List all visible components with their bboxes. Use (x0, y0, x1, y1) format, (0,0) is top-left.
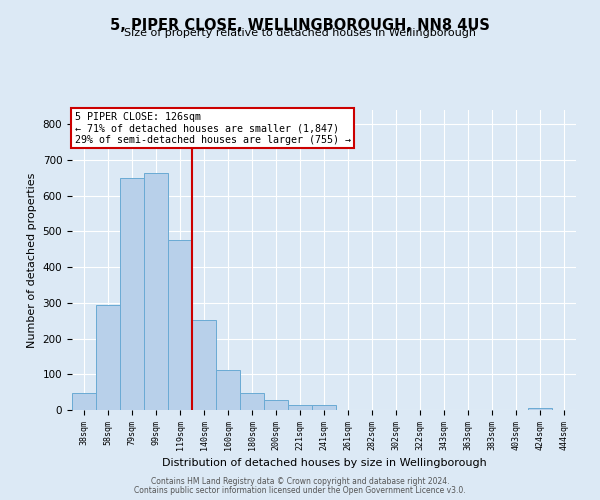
Bar (528, 408, 552, 410)
Text: Contains public sector information licensed under the Open Government Licence v3: Contains public sector information licen… (134, 486, 466, 495)
Y-axis label: Number of detached properties: Number of detached properties (27, 172, 37, 348)
Bar (240, 392, 264, 410)
Bar (120, 178, 144, 410)
Text: Contains HM Land Registry data © Crown copyright and database right 2024.: Contains HM Land Registry data © Crown c… (151, 477, 449, 486)
Bar (168, 240, 192, 410)
Text: 5, PIPER CLOSE, WELLINGBOROUGH, NN8 4US: 5, PIPER CLOSE, WELLINGBOROUGH, NN8 4US (110, 18, 490, 32)
Bar (192, 320, 216, 410)
Bar (264, 400, 288, 410)
Bar (144, 173, 168, 410)
Text: 5 PIPER CLOSE: 126sqm
← 71% of detached houses are smaller (1,847)
29% of semi-d: 5 PIPER CLOSE: 126sqm ← 71% of detached … (74, 112, 350, 144)
X-axis label: Distribution of detached houses by size in Wellingborough: Distribution of detached houses by size … (161, 458, 487, 468)
Bar (288, 405, 312, 410)
Text: Size of property relative to detached houses in Wellingborough: Size of property relative to detached ho… (124, 28, 476, 38)
Bar (72, 393, 96, 410)
Bar (216, 370, 240, 410)
Bar (96, 306, 120, 410)
Bar (312, 405, 336, 410)
